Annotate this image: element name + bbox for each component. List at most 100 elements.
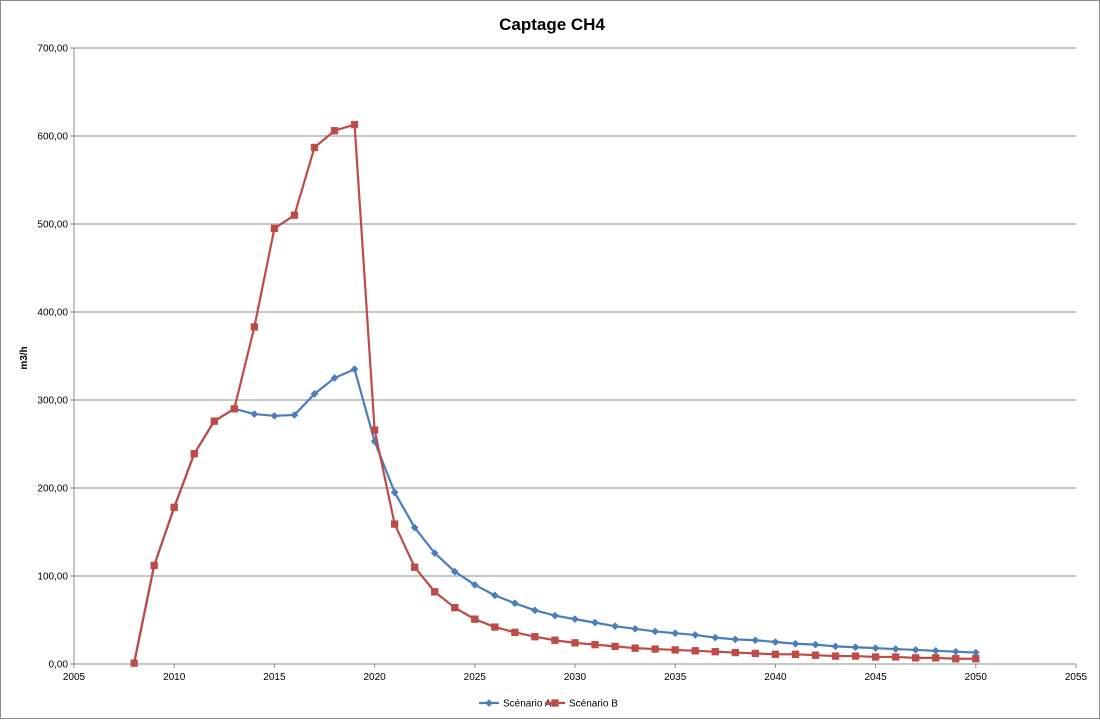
- data-point: [190, 450, 198, 458]
- x-tick-label: 2035: [664, 672, 687, 683]
- data-point: [230, 405, 238, 413]
- data-point: [711, 648, 719, 656]
- y-tick-label: 500,00: [37, 220, 68, 231]
- data-point: [390, 520, 399, 528]
- data-point: [290, 411, 299, 419]
- legend-item: Scénario A: [479, 699, 552, 710]
- data-point: [390, 488, 399, 497]
- tick-labels: 0,00 100,00 200,00 300,00 400,00 500,00 600,00…: [37, 44, 1087, 684]
- data-point: [611, 622, 620, 631]
- data-point: [350, 365, 359, 374]
- series-line: [133, 123, 976, 664]
- y-tick-label: 200,00: [37, 484, 68, 495]
- data-point: [611, 642, 619, 651]
- data-point: [791, 650, 800, 658]
- x-tick-label: 2030: [564, 672, 587, 683]
- y-axis-label: m3/h: [19, 346, 30, 369]
- legend-label: Scénario B: [569, 699, 618, 710]
- data-point: [411, 563, 419, 571]
- data-point: [451, 604, 459, 612]
- data-point: [912, 654, 920, 662]
- data-point: [591, 640, 599, 649]
- data-point: [370, 426, 379, 434]
- x-tick-label: 2050: [965, 672, 988, 683]
- data-point: [932, 654, 940, 662]
- data-point: [250, 323, 259, 331]
- legend-swatch-marker: [485, 699, 493, 707]
- data-point: [270, 224, 279, 233]
- y-tick-label: 100,00: [37, 572, 68, 583]
- data-point: [671, 646, 679, 654]
- x-tick-label: 2020: [363, 672, 386, 683]
- data-point: [891, 653, 900, 661]
- data-point: [210, 417, 218, 425]
- data-point: [490, 591, 499, 600]
- data-point: [531, 633, 539, 641]
- data-point: [691, 631, 700, 639]
- data-point: [250, 410, 259, 419]
- data-point: [731, 635, 740, 644]
- data-point: [631, 624, 640, 633]
- x-tick-label: 2005: [63, 672, 86, 683]
- data-point: [911, 645, 920, 654]
- data-point: [470, 580, 479, 589]
- data-point: [871, 644, 880, 653]
- data-point: [310, 389, 319, 398]
- data-point: [711, 633, 720, 642]
- y-tick-label: 0,00: [49, 660, 69, 671]
- data-point: [811, 640, 820, 649]
- y-tick-label: 700,00: [37, 44, 68, 55]
- data-point: [811, 651, 820, 659]
- data-point: [530, 606, 539, 615]
- data-point: [651, 627, 660, 636]
- data-point: [831, 642, 840, 651]
- data-point: [972, 655, 980, 663]
- data-point: [511, 628, 519, 636]
- data-point: [771, 650, 780, 658]
- data-point: [791, 639, 800, 648]
- legend-swatch-marker: [551, 699, 559, 707]
- legend-item: Scénario B: [545, 699, 618, 710]
- axes: [70, 47, 1077, 668]
- x-tick-label: 2015: [263, 672, 286, 683]
- legend: Scénario A Scénario B: [479, 699, 618, 710]
- data-point: [290, 211, 299, 219]
- x-tick-label: 2010: [163, 672, 186, 683]
- series-sc-nario-b: [130, 120, 980, 667]
- data-point: [471, 615, 479, 623]
- data-point: [130, 659, 138, 667]
- data-point: [951, 647, 960, 656]
- data-point: [591, 618, 599, 627]
- data-point: [731, 648, 739, 657]
- data-point: [410, 523, 419, 532]
- y-tick-label: 400,00: [37, 308, 68, 319]
- data-point: [491, 623, 499, 631]
- data-point: [170, 503, 178, 512]
- gridlines: [74, 47, 1076, 577]
- data-point: [931, 646, 940, 655]
- data-point: [651, 645, 659, 653]
- data-point: [551, 636, 559, 644]
- data-point: [871, 653, 880, 661]
- data-point: [150, 561, 158, 570]
- y-tick-label: 300,00: [37, 396, 68, 407]
- data-point: [571, 639, 579, 647]
- x-tick-label: 2040: [764, 672, 787, 683]
- series-lines: [130, 120, 980, 668]
- data-point: [691, 647, 699, 655]
- data-point: [831, 652, 840, 660]
- x-tick-label: 2045: [864, 672, 887, 683]
- data-point: [330, 127, 339, 135]
- data-point: [430, 549, 439, 558]
- data-point: [851, 652, 860, 660]
- data-point: [671, 629, 680, 638]
- data-point: [891, 645, 900, 653]
- data-point: [751, 649, 760, 658]
- data-point: [952, 655, 960, 663]
- data-point: [450, 567, 459, 576]
- data-point: [851, 643, 860, 652]
- data-point: [771, 638, 780, 646]
- legend-label: Scénario A: [503, 699, 552, 710]
